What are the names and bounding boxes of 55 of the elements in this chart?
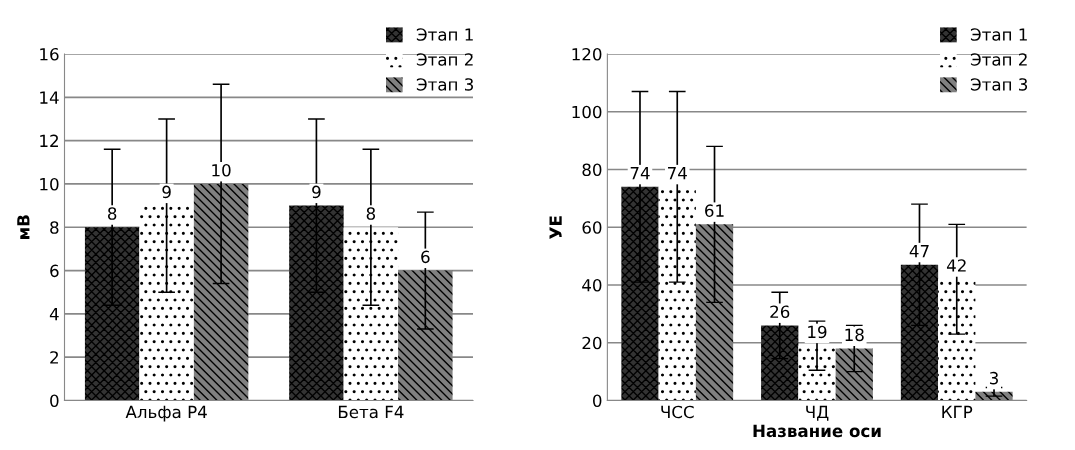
y-tick-label: 4	[49, 308, 59, 321]
y-tick-label: 16	[40, 47, 59, 61]
y-tick-label: 40	[582, 278, 602, 292]
y-tick-label: 60	[582, 221, 602, 234]
legend-label: Этап 2	[416, 53, 473, 66]
x-tick-label: Альфа P4	[125, 405, 207, 422]
data-label: 42	[946, 259, 966, 272]
y-tick-label: 80	[582, 163, 602, 177]
y-tick-label: 6	[50, 264, 59, 278]
bar	[139, 205, 194, 401]
y-tick-label: 120	[572, 47, 602, 61]
data-label: 18	[845, 328, 864, 342]
x-tick-label: КГР	[942, 405, 973, 419]
bar	[289, 205, 344, 401]
y-axis-title: УЕ	[549, 216, 562, 239]
x-tick-label: ЧД	[806, 405, 829, 421]
x-tick-label: ЧСС	[661, 405, 694, 419]
data-label: 74	[630, 167, 650, 180]
bar	[84, 227, 140, 401]
data-label: 74	[668, 167, 687, 180]
data-label: 9	[162, 185, 171, 199]
data-label: 10	[212, 163, 231, 177]
legend-label: Этап 3	[416, 78, 474, 91]
y-tick-label: 12	[40, 134, 58, 147]
data-label: 8	[107, 207, 117, 220]
x-tick-label: Бета F4	[338, 405, 404, 419]
y-tick-label: 0	[50, 394, 59, 408]
bar	[938, 279, 976, 401]
y-tick-label: 100	[572, 105, 602, 119]
y-tick-label: 8	[50, 221, 59, 234]
y-tick-label: 2	[50, 351, 58, 364]
y-tick-label: 14	[40, 91, 59, 104]
data-label: 26	[770, 305, 790, 319]
data-label: 6	[421, 250, 430, 264]
data-label: 8	[366, 207, 376, 220]
y-axis-title: мВ	[17, 215, 30, 240]
bar	[398, 270, 453, 401]
data-label: 3	[989, 371, 998, 385]
bar	[695, 224, 734, 401]
bar	[900, 264, 939, 401]
data-label: 19	[808, 325, 827, 339]
legend-label: Этап 1	[416, 28, 473, 41]
y-tick-label: 10	[40, 177, 59, 191]
bar	[761, 325, 799, 401]
data-label: 61	[705, 204, 724, 217]
legend-label: Этап 3	[970, 78, 1028, 91]
legend-label: Этап 1	[970, 28, 1027, 41]
legend-label: Этап 2	[970, 53, 1027, 66]
bar	[343, 227, 399, 401]
y-tick-label: 0	[593, 394, 602, 408]
y-tick-label: 20	[582, 336, 602, 350]
data-label: 9	[312, 185, 321, 199]
x-axis-title: Название оси	[753, 424, 881, 438]
bar	[193, 183, 249, 401]
data-label: 47	[909, 245, 929, 258]
